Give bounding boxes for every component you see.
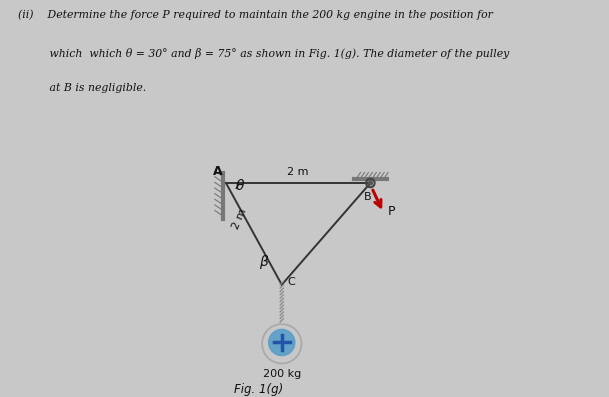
Text: 200 kg: 200 kg [262,369,301,379]
Text: C: C [287,277,295,287]
Circle shape [269,330,295,356]
Text: Fig. 1(g): Fig. 1(g) [234,383,283,396]
Text: B: B [364,191,371,202]
Text: β: β [259,255,268,269]
Text: which  which θ = 30° and β = 75° as shown in Fig. 1(g). The diameter of the pull: which which θ = 30° and β = 75° as shown… [18,48,510,59]
Circle shape [368,181,372,185]
Text: 2 m: 2 m [231,208,248,231]
Text: P: P [387,205,395,218]
Text: θ: θ [236,179,245,193]
Text: at B is negligible.: at B is negligible. [18,83,147,93]
Text: A: A [213,165,222,178]
Text: 2 m: 2 m [287,167,309,177]
Text: (ii)    Determine the force P required to maintain the 200 kg engine in the posi: (ii) Determine the force P required to m… [18,10,493,21]
